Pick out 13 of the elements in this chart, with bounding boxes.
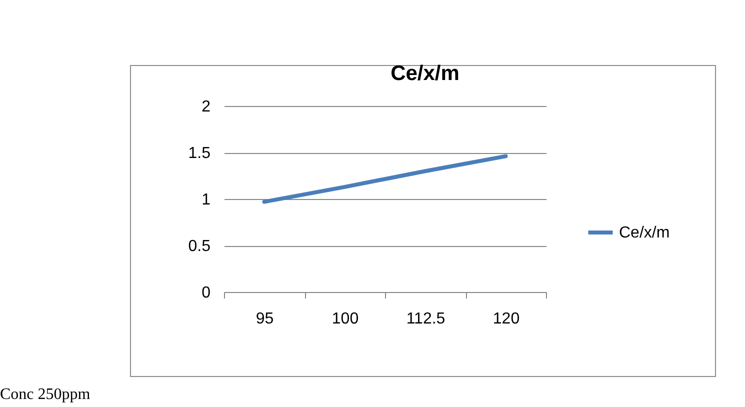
y-tick-label: 0 — [202, 284, 211, 302]
y-tick-label: 2 — [202, 98, 211, 116]
y-tick-label: 0.5 — [188, 238, 211, 255]
x-tick-label: 95 — [256, 310, 274, 328]
y-tick-label: 1 — [202, 192, 211, 208]
x-tick-label: 100 — [332, 310, 359, 328]
x-tick-label: 120 — [492, 310, 520, 328]
x-tick-label: 112.5 — [406, 310, 446, 328]
text: Conc 250ppm — [0, 386, 90, 404]
line-series — [262, 154, 508, 204]
chart-title: Ce/x/m — [390, 62, 460, 85]
legend-label: Ce/x/m — [619, 224, 670, 242]
y-tick-label: 1.5 — [188, 145, 211, 162]
